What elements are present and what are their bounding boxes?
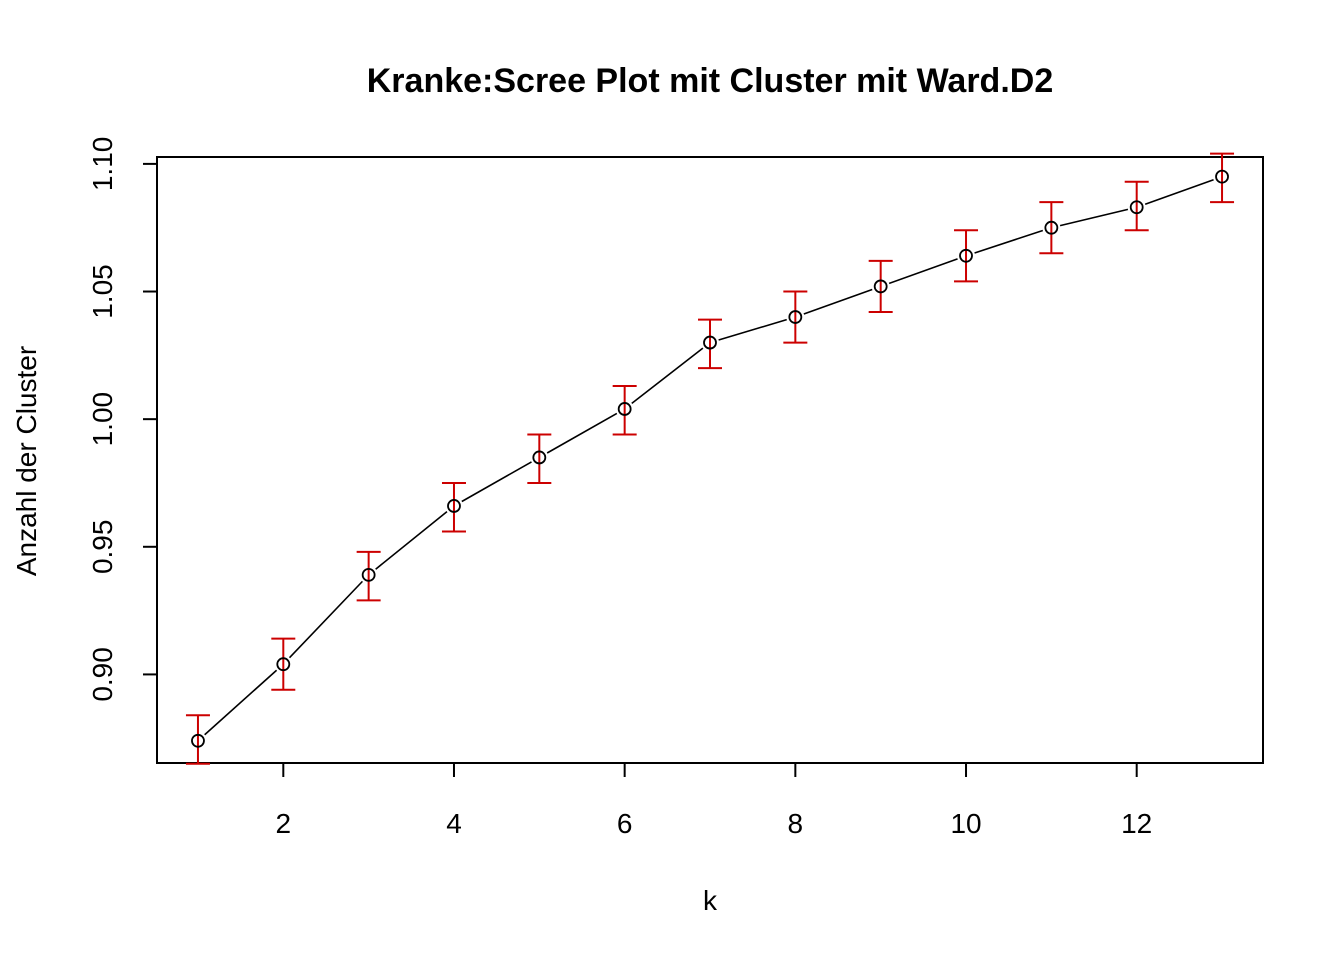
error-bar bbox=[1124, 180, 1149, 232]
x-tick-label: 6 bbox=[617, 808, 633, 839]
series-line-segment bbox=[888, 258, 958, 285]
y-tick-label: 1.05 bbox=[87, 264, 118, 319]
error-bar bbox=[783, 290, 808, 344]
error-bar bbox=[698, 318, 722, 370]
series-line-segment bbox=[631, 347, 704, 405]
series-line-segment bbox=[718, 318, 787, 341]
x-axis: 2 4 6 8 10 12 bbox=[276, 762, 1152, 839]
series-line-segment bbox=[375, 510, 448, 570]
x-tick-label: 12 bbox=[1121, 808, 1152, 839]
error-bar bbox=[271, 637, 296, 691]
x-tick-label: 2 bbox=[276, 808, 292, 839]
series-line-segment bbox=[803, 288, 873, 315]
data-point bbox=[703, 335, 717, 350]
y-tick-label: 0.90 bbox=[87, 647, 118, 702]
error-bar bbox=[441, 481, 466, 533]
error-bar bbox=[185, 714, 210, 765]
data-point bbox=[959, 248, 973, 263]
y-tick-label: 0.95 bbox=[87, 520, 118, 575]
x-axis-label: k bbox=[703, 885, 718, 916]
chart-title: Kranke:Scree Plot mit Cluster mit Ward.D… bbox=[367, 62, 1053, 100]
data-point bbox=[447, 499, 461, 513]
data-point bbox=[191, 733, 205, 748]
data-point bbox=[276, 657, 291, 672]
error-bar bbox=[954, 229, 979, 283]
data-point bbox=[532, 450, 547, 465]
series-line-segment bbox=[288, 580, 364, 659]
error-bar bbox=[1039, 201, 1064, 255]
data-point bbox=[1215, 169, 1229, 184]
series-line-segment bbox=[461, 461, 532, 503]
data-point bbox=[617, 402, 632, 416]
error-bar bbox=[612, 384, 637, 436]
y-axis: 0.90 0.95 1.00 1.05 1.10 bbox=[87, 137, 158, 702]
x-tick-label: 4 bbox=[446, 808, 462, 839]
data-point bbox=[873, 279, 888, 294]
x-tick-label: 8 bbox=[788, 808, 804, 839]
plot-area bbox=[185, 152, 1235, 765]
error-bar bbox=[356, 550, 381, 602]
series-line-segment bbox=[546, 412, 618, 454]
series-line-segment bbox=[1059, 208, 1129, 227]
data-point bbox=[788, 310, 803, 324]
y-tick-label: 1.00 bbox=[87, 392, 118, 447]
data-point bbox=[361, 567, 376, 582]
y-tick-label: 1.10 bbox=[87, 137, 118, 192]
series-line-segment bbox=[204, 669, 278, 736]
series-line-segment bbox=[1144, 178, 1214, 205]
error-bar bbox=[868, 259, 893, 313]
series-line-segment bbox=[974, 229, 1044, 254]
x-tick-label: 10 bbox=[950, 808, 981, 839]
error-bar bbox=[1210, 152, 1235, 204]
data-point bbox=[1129, 200, 1144, 215]
error-bar bbox=[527, 433, 552, 484]
y-axis-label: Anzahl der Cluster bbox=[11, 346, 42, 576]
data-point bbox=[1044, 220, 1059, 235]
